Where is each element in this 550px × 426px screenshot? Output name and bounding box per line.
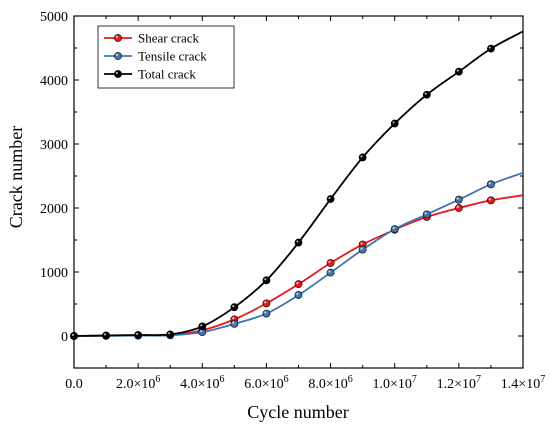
total-crack-point <box>262 276 271 285</box>
shear-crack-point-highlight <box>456 205 459 208</box>
total-crack-point <box>487 44 495 53</box>
x-tick-label: 4.0×106 <box>180 374 224 392</box>
tensile-crack-point <box>422 210 431 219</box>
tensile-crack-point <box>487 180 495 189</box>
total-crack-point-highlight <box>424 92 427 95</box>
total-crack-point <box>422 90 431 99</box>
y-tick-label: 3000 <box>40 138 68 153</box>
tensile-crack-point-highlight <box>424 212 427 215</box>
x-tick-label: 1.0×107 <box>373 374 417 392</box>
shear-crack-point-highlight <box>296 281 299 285</box>
legend-marker-shear-crack <box>114 34 122 42</box>
x-tick-label: 1.4×107 <box>501 374 545 392</box>
total-crack-point-highlight <box>488 46 491 49</box>
tensile-crack-point <box>262 309 271 318</box>
tensile-crack-line <box>73 171 524 337</box>
total-crack-point-highlight <box>200 324 203 327</box>
shear-crack-point <box>262 299 271 308</box>
total-crack-point-highlight <box>71 333 74 336</box>
x-tick-label: 6.0×106 <box>244 374 288 392</box>
tensile-crack-point <box>390 225 399 234</box>
tensile-crack-point-highlight <box>328 270 331 273</box>
total-crack-point <box>230 303 239 312</box>
total-crack-point-highlight <box>168 332 171 335</box>
total-crack-point-highlight <box>103 333 107 336</box>
y-axis-title: Crack number <box>6 126 26 228</box>
total-crack-point <box>454 67 463 76</box>
shear-crack-point-highlight <box>328 260 331 264</box>
tensile-crack-point <box>326 268 335 277</box>
total-crack-point <box>358 153 367 162</box>
shear-crack-point <box>454 204 463 212</box>
tensile-crack-point <box>454 195 463 204</box>
shear-crack-point <box>487 196 495 205</box>
y-tick-label: 4000 <box>40 74 68 89</box>
total-crack-point <box>166 330 175 339</box>
x-tick-label: 8.0×106 <box>308 374 352 392</box>
tensile-crack-point <box>358 245 367 254</box>
legend-label-total-crack: Total crack <box>138 67 196 82</box>
total-crack-point-highlight <box>360 155 363 158</box>
total-crack-point-highlight <box>264 278 267 281</box>
legend-marker-total-crack <box>114 70 122 78</box>
tensile-crack-point <box>294 291 303 299</box>
tensile-crack-point-highlight <box>232 321 235 324</box>
shear-crack-line <box>73 194 524 337</box>
shear-crack-point-highlight <box>488 198 491 201</box>
total-crack-point-highlight <box>296 240 299 243</box>
legend-marker-tensile-crack <box>114 52 122 60</box>
x-tick-label: 2.0×106 <box>116 374 160 392</box>
legend-label-shear-crack: Shear crack <box>138 31 199 46</box>
y-tick-label: 5000 <box>40 10 68 25</box>
shear-crack-point-highlight <box>360 242 363 245</box>
tensile-crack-point-highlight <box>360 247 363 250</box>
y-tick-label: 0 <box>61 330 68 345</box>
shear-crack-point <box>294 280 303 289</box>
legend-marker-total-crack-highlight <box>115 71 118 74</box>
total-crack-point <box>70 332 78 340</box>
total-crack-point-highlight <box>328 196 331 200</box>
tensile-crack-point-highlight <box>456 197 459 200</box>
y-tick-label: 2000 <box>40 202 68 217</box>
legend-marker-tensile-crack-highlight <box>115 53 118 57</box>
tensile-crack-point-highlight <box>264 311 267 314</box>
x-axis-title: Cycle number <box>247 402 348 422</box>
shear-crack-point <box>326 259 335 267</box>
total-crack-point <box>326 195 335 203</box>
total-crack-point-highlight <box>456 69 459 72</box>
total-crack-point-highlight <box>232 305 235 308</box>
total-crack-point <box>102 331 110 340</box>
tensile-crack-point-highlight <box>200 329 203 333</box>
total-crack-point <box>198 322 207 331</box>
x-tick-label: 0.0 <box>65 377 83 392</box>
y-tick-label: 1000 <box>40 266 68 281</box>
total-crack-point <box>390 119 399 128</box>
total-crack-point-highlight <box>392 121 395 124</box>
x-tick-label: 1.2×107 <box>437 374 481 392</box>
tensile-crack-point-highlight <box>392 226 395 230</box>
tensile-crack-point-highlight <box>296 292 299 296</box>
shear-crack-point-highlight <box>232 317 235 320</box>
legend-label-tensile-crack: Tensile crack <box>138 49 207 64</box>
total-crack-point <box>134 331 143 339</box>
shear-crack-point-highlight <box>264 301 267 304</box>
total-crack-point <box>294 238 303 247</box>
tensile-crack-point-highlight <box>488 182 491 185</box>
total-crack-point-highlight <box>135 332 139 335</box>
tensile-crack-point <box>230 319 239 328</box>
legend-marker-shear-crack-highlight <box>115 35 118 39</box>
